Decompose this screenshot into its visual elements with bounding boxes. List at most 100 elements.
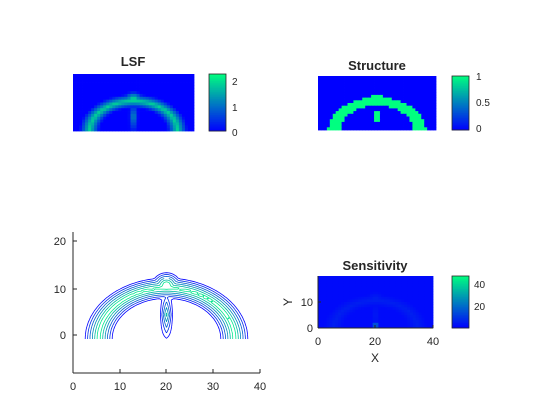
heatmap-cell xyxy=(106,119,110,123)
contour-ytick: 10 xyxy=(54,284,66,296)
heatmap-cell xyxy=(181,105,186,109)
heatmap-cell xyxy=(151,76,156,81)
heatmap-cell xyxy=(387,307,391,311)
heatmap-cell xyxy=(323,81,328,85)
heatmap-cell xyxy=(379,81,384,85)
heatmap-cell xyxy=(79,102,83,106)
heatmap-cell xyxy=(375,325,379,329)
heatmap-cell xyxy=(362,124,366,128)
heatmap-cell xyxy=(166,111,171,115)
heatmap-cell xyxy=(127,102,131,106)
heatmap-cell xyxy=(424,304,428,308)
heatmap-cell xyxy=(355,325,359,329)
heatmap-cell xyxy=(184,128,189,132)
heatmap-cell xyxy=(421,299,425,303)
heatmap-cell xyxy=(130,102,134,106)
heatmap-cell xyxy=(430,294,434,298)
heatmap-cell xyxy=(151,93,156,98)
heatmap-cell xyxy=(343,278,348,282)
heatmap-cell xyxy=(384,307,388,311)
heatmap-cell xyxy=(329,296,333,300)
heatmap-cell xyxy=(332,127,337,131)
heatmap-cell xyxy=(323,307,328,311)
colorbar-segment xyxy=(209,74,226,77)
heatmap-cell xyxy=(175,76,180,81)
heatmap-cell xyxy=(94,99,98,103)
heatmap-cell xyxy=(106,74,110,78)
heatmap-cell xyxy=(332,103,337,107)
heatmap-cell xyxy=(320,309,325,313)
heatmap-cell xyxy=(109,82,113,86)
heatmap-cell xyxy=(424,84,428,88)
heatmap-cell xyxy=(148,105,153,109)
heatmap-cell xyxy=(374,89,378,93)
heatmap-cell xyxy=(79,76,83,81)
heatmap-cell xyxy=(377,78,381,82)
heatmap-cell xyxy=(421,94,425,98)
heatmap-cell xyxy=(346,299,351,303)
heatmap-cell xyxy=(409,124,413,128)
heatmap-cell xyxy=(346,320,351,324)
heatmap-cell xyxy=(377,113,381,117)
heatmap-cell xyxy=(151,125,156,129)
heatmap-cell xyxy=(163,82,168,86)
heatmap-cell xyxy=(157,108,162,112)
heatmap-cell xyxy=(103,113,107,118)
heatmap-cell xyxy=(82,105,86,109)
heatmap-cell xyxy=(424,299,428,303)
heatmap-cell xyxy=(181,122,186,126)
heatmap-cell xyxy=(145,125,150,129)
heatmap-cell xyxy=(160,122,165,126)
heatmap-cell xyxy=(415,315,420,318)
heatmap-cell xyxy=(329,81,334,85)
heatmap-cell xyxy=(181,76,186,81)
heatmap-cell xyxy=(157,125,162,129)
heatmap-cell xyxy=(364,322,368,326)
heatmap-cell xyxy=(139,74,143,78)
heatmap-cell xyxy=(136,125,140,129)
heatmap-cell xyxy=(433,97,437,101)
heatmap-cell xyxy=(124,91,128,95)
heatmap-cell xyxy=(79,119,83,123)
heatmap-cell xyxy=(412,302,417,305)
heatmap-cell xyxy=(397,78,401,82)
heatmap-cell xyxy=(381,315,385,318)
heatmap-cell xyxy=(394,127,399,131)
heatmap-cell xyxy=(355,312,359,316)
heatmap-cell xyxy=(343,320,348,324)
heatmap-cell xyxy=(85,111,89,115)
heatmap-cell xyxy=(361,276,365,279)
heatmap-cell xyxy=(381,299,385,303)
colorbar-segment xyxy=(209,84,226,87)
heatmap-cell xyxy=(318,78,322,82)
heatmap-cell xyxy=(347,121,351,125)
heatmap-cell xyxy=(145,105,150,109)
heatmap-cell xyxy=(320,124,325,128)
heatmap-cell xyxy=(178,91,183,95)
heatmap-cell xyxy=(175,99,180,103)
heatmap-cell xyxy=(400,119,404,123)
heatmap-cell xyxy=(395,291,399,295)
contour-level-line xyxy=(96,281,237,340)
heatmap-cell xyxy=(329,105,334,109)
heatmap-cell xyxy=(398,281,402,285)
heatmap-cell xyxy=(407,283,411,287)
heatmap-cell xyxy=(139,96,143,101)
heatmap-cell xyxy=(127,82,131,86)
heatmap-cell xyxy=(424,113,428,117)
heatmap-cell xyxy=(109,113,113,118)
heatmap-cell xyxy=(355,276,359,279)
heatmap-cell xyxy=(368,116,372,120)
heatmap-cell xyxy=(430,100,434,104)
heatmap-cell xyxy=(338,94,342,98)
heatmap-cell xyxy=(318,89,322,93)
heatmap-cell xyxy=(323,289,328,292)
heatmap-cell xyxy=(433,127,437,131)
heatmap-cell xyxy=(341,119,345,123)
heatmap-cell xyxy=(394,94,399,98)
heatmap-cell xyxy=(145,88,150,92)
heatmap-cell xyxy=(97,74,101,78)
heatmap-cell xyxy=(341,291,345,295)
heatmap-cell xyxy=(184,99,189,103)
colorbar-segment xyxy=(209,81,226,84)
